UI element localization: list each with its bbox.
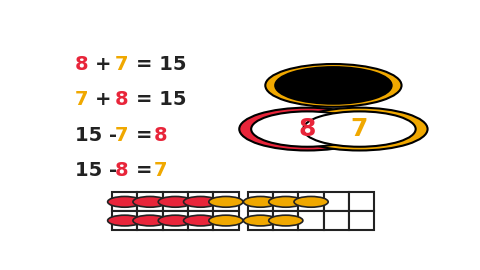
Bar bbox=[112, 193, 137, 211]
Ellipse shape bbox=[209, 215, 243, 226]
Ellipse shape bbox=[269, 215, 303, 226]
Ellipse shape bbox=[251, 112, 363, 147]
Ellipse shape bbox=[183, 215, 218, 226]
Ellipse shape bbox=[158, 197, 192, 207]
Text: 7: 7 bbox=[115, 55, 129, 74]
Ellipse shape bbox=[275, 67, 392, 104]
Text: 15 -: 15 - bbox=[75, 161, 124, 180]
Bar bbox=[349, 193, 374, 211]
Bar bbox=[324, 193, 349, 211]
Bar bbox=[188, 193, 213, 211]
Bar bbox=[273, 193, 299, 211]
Text: 8: 8 bbox=[115, 161, 129, 180]
Text: = 15: = 15 bbox=[135, 55, 186, 74]
Text: =: = bbox=[135, 126, 159, 145]
Bar bbox=[188, 211, 213, 230]
Text: =: = bbox=[135, 161, 159, 180]
Text: 8: 8 bbox=[154, 126, 168, 145]
Text: +: + bbox=[96, 55, 119, 74]
Ellipse shape bbox=[108, 215, 142, 226]
Ellipse shape bbox=[291, 108, 428, 150]
Bar bbox=[248, 211, 273, 230]
Ellipse shape bbox=[303, 112, 416, 147]
Bar bbox=[324, 211, 349, 230]
Bar bbox=[213, 193, 239, 211]
Text: 7: 7 bbox=[154, 161, 168, 180]
Ellipse shape bbox=[108, 197, 142, 207]
Text: +: + bbox=[96, 90, 119, 109]
Bar bbox=[112, 211, 137, 230]
Ellipse shape bbox=[269, 197, 303, 207]
Bar bbox=[137, 193, 163, 211]
Bar bbox=[163, 211, 188, 230]
Text: 8: 8 bbox=[299, 117, 316, 141]
Text: = 15: = 15 bbox=[135, 90, 186, 109]
Ellipse shape bbox=[265, 64, 402, 107]
Bar bbox=[299, 211, 324, 230]
Ellipse shape bbox=[133, 197, 167, 207]
Bar bbox=[163, 193, 188, 211]
Bar bbox=[213, 211, 239, 230]
Text: 15 -: 15 - bbox=[75, 126, 124, 145]
Text: 7: 7 bbox=[351, 117, 368, 141]
Bar bbox=[299, 193, 324, 211]
Text: 8: 8 bbox=[115, 90, 129, 109]
Ellipse shape bbox=[239, 108, 375, 150]
Ellipse shape bbox=[243, 197, 277, 207]
Ellipse shape bbox=[294, 197, 328, 207]
Bar bbox=[349, 211, 374, 230]
Bar bbox=[137, 211, 163, 230]
Ellipse shape bbox=[209, 197, 243, 207]
Bar bbox=[273, 211, 299, 230]
Bar bbox=[248, 193, 273, 211]
Ellipse shape bbox=[183, 197, 218, 207]
Text: 7: 7 bbox=[115, 126, 129, 145]
Ellipse shape bbox=[243, 215, 277, 226]
Ellipse shape bbox=[158, 215, 192, 226]
Text: 7: 7 bbox=[75, 90, 88, 109]
Ellipse shape bbox=[133, 215, 167, 226]
Text: 8: 8 bbox=[75, 55, 88, 74]
